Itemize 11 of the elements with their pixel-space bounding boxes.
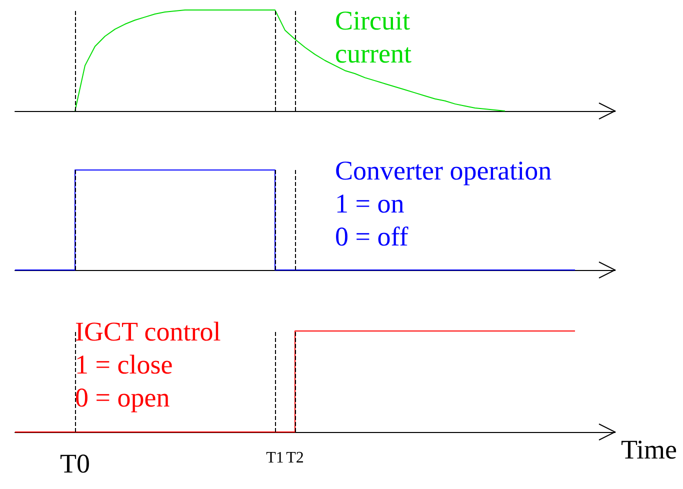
annotation: 0 = open bbox=[75, 382, 170, 412]
x-tick-label: T0 bbox=[60, 448, 90, 478]
series-label: Circuit current bbox=[335, 6, 417, 68]
text: IGCT control bbox=[75, 316, 221, 346]
annotation: 1 = close bbox=[75, 350, 173, 380]
x-tick-label: T2 bbox=[286, 450, 304, 466]
annotation: 0 = off bbox=[335, 222, 408, 252]
annotation: 1 = on bbox=[335, 188, 405, 218]
x-axis-title: Time bbox=[621, 434, 678, 464]
text: Converter operation bbox=[335, 156, 552, 186]
x-tick-label: T1 bbox=[266, 450, 284, 466]
